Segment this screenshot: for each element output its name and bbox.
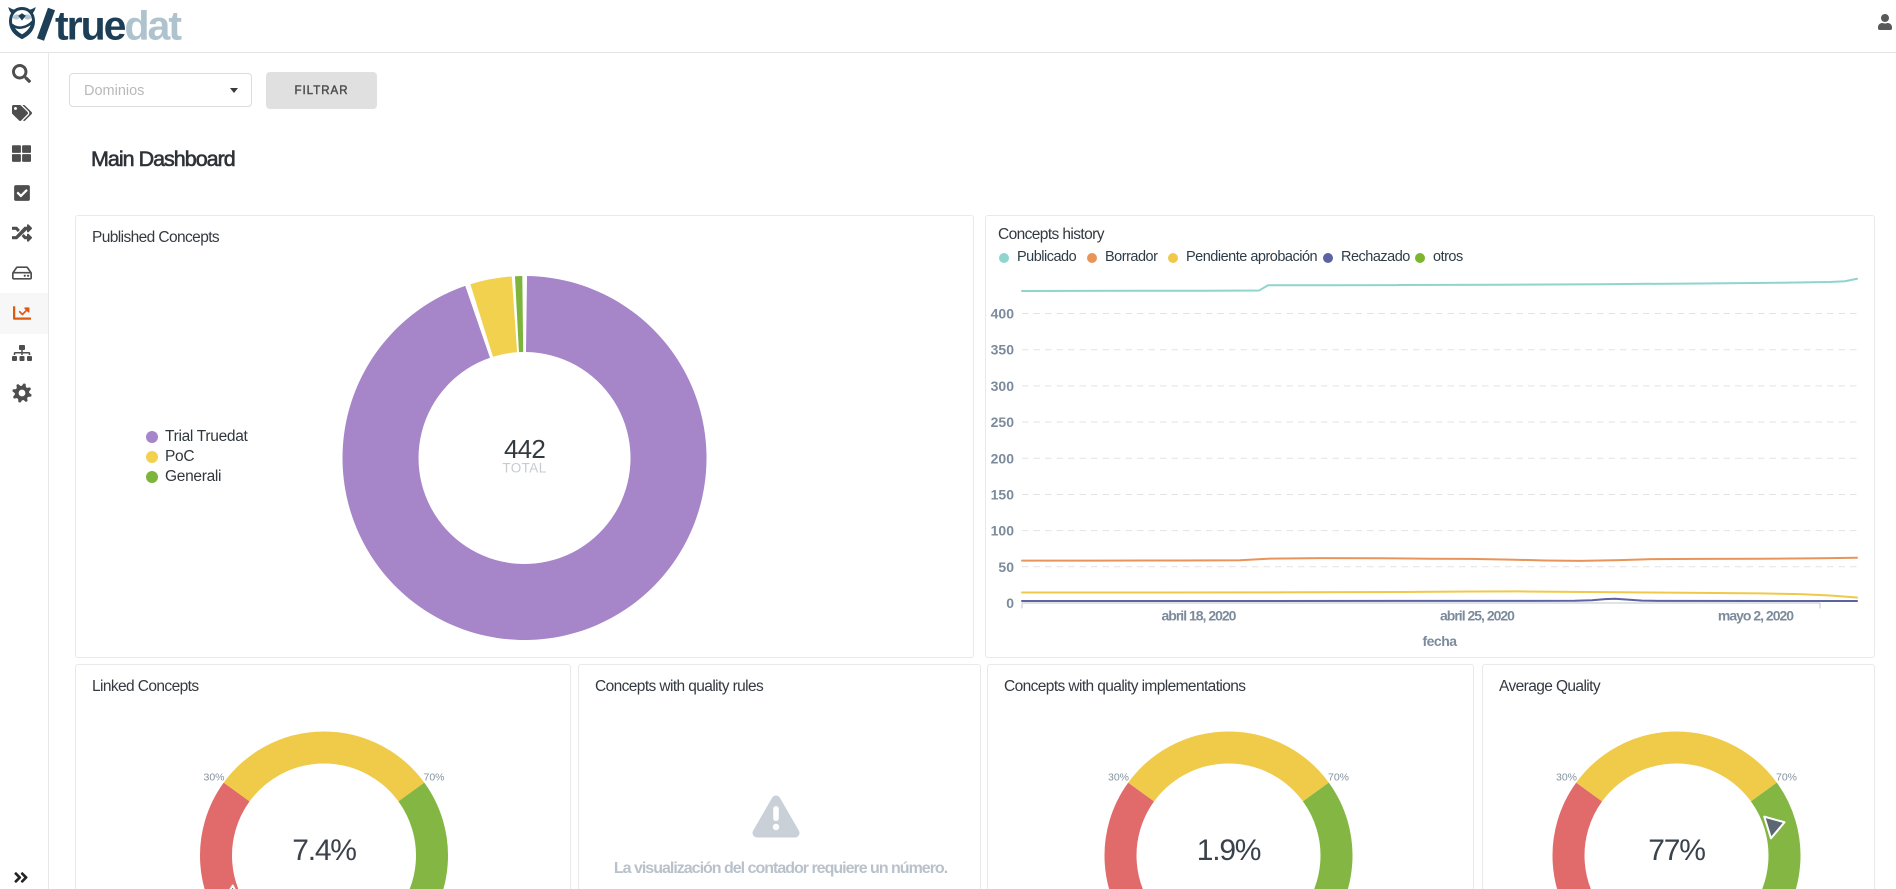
- svg-text:abril 25, 2020: abril 25, 2020: [1440, 608, 1515, 624]
- svg-text:mayo 2, 2020: mayo 2, 2020: [1718, 608, 1794, 624]
- svg-text:truedat: truedat: [55, 4, 182, 48]
- svg-text:100: 100: [991, 523, 1015, 539]
- svg-text:30%: 30%: [1556, 772, 1577, 784]
- svg-text:0: 0: [1006, 595, 1014, 611]
- svg-text:150: 150: [991, 486, 1015, 502]
- svg-text:300: 300: [991, 378, 1015, 394]
- svg-text:TOTAL: TOTAL: [502, 461, 546, 476]
- svg-text:250: 250: [991, 414, 1015, 430]
- svg-text:200: 200: [991, 450, 1015, 466]
- svg-text:30%: 30%: [203, 772, 224, 784]
- svg-text:7.4%: 7.4%: [292, 834, 356, 867]
- svg-text:70%: 70%: [1328, 772, 1349, 784]
- svg-text:442: 442: [504, 434, 545, 464]
- svg-text:abril 18, 2020: abril 18, 2020: [1162, 608, 1237, 624]
- svg-text:350: 350: [991, 342, 1015, 358]
- svg-text:50: 50: [998, 559, 1014, 575]
- svg-text:1.9%: 1.9%: [1197, 834, 1261, 867]
- svg-text:70%: 70%: [423, 772, 444, 784]
- svg-text:La visualización del contador: La visualización del contador requiere u…: [614, 860, 948, 877]
- svg-text:400: 400: [991, 306, 1015, 322]
- svg-text:fecha: fecha: [1422, 633, 1457, 649]
- svg-text:77%: 77%: [1648, 834, 1705, 867]
- svg-text:30%: 30%: [1108, 772, 1129, 784]
- svg-text:70%: 70%: [1776, 772, 1797, 784]
